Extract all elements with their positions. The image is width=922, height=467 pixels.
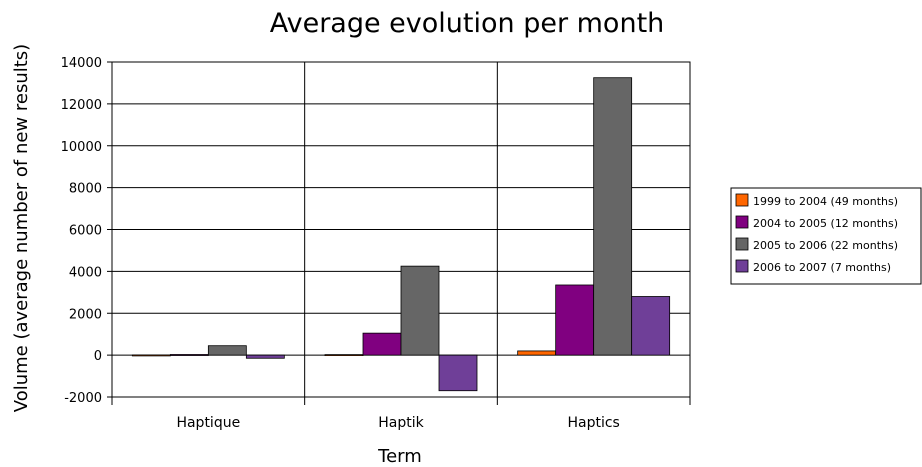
legend-label: 2004 to 2005 (12 months) [753,217,898,230]
bar [400,265,440,356]
x-tick-label: Haptik [378,415,424,431]
y-tick-label: 0 [94,349,102,364]
y-tick-label: 10000 [61,140,102,155]
bar [593,77,633,356]
bar [517,350,557,356]
y-tick-label: 4000 [69,265,102,280]
y-tick-label: -2000 [64,391,102,406]
y-tick-label: 12000 [61,98,102,113]
bar [245,354,285,359]
bar [362,332,402,356]
legend-swatch [735,215,749,229]
legend-swatch [735,193,749,207]
bar [324,354,364,357]
y-tick-label: 6000 [69,224,102,239]
bar [207,345,247,356]
y-tick-label: 14000 [61,56,102,71]
y-tick-label: 8000 [69,182,102,197]
legend-label: 1999 to 2004 (49 months) [753,195,898,208]
bar [631,296,671,356]
legend-swatch [735,237,749,251]
legend-label: 2006 to 2007 (7 months) [753,261,891,274]
legend [730,187,922,285]
bar [169,354,209,356]
chart-title: Average evolution per month [270,8,665,39]
bar [555,284,595,356]
legend-label: 2005 to 2006 (22 months) [753,239,898,252]
y-tick-label: 2000 [69,307,102,322]
x-tick-label: Haptique [176,415,240,431]
x-tick-label: Haptics [567,415,619,431]
y-axis-label: Volume (average number of new results) [11,44,32,412]
bar [131,354,171,357]
bar [438,354,478,392]
x-axis-label: Term [377,446,422,467]
legend-swatch [735,259,749,273]
